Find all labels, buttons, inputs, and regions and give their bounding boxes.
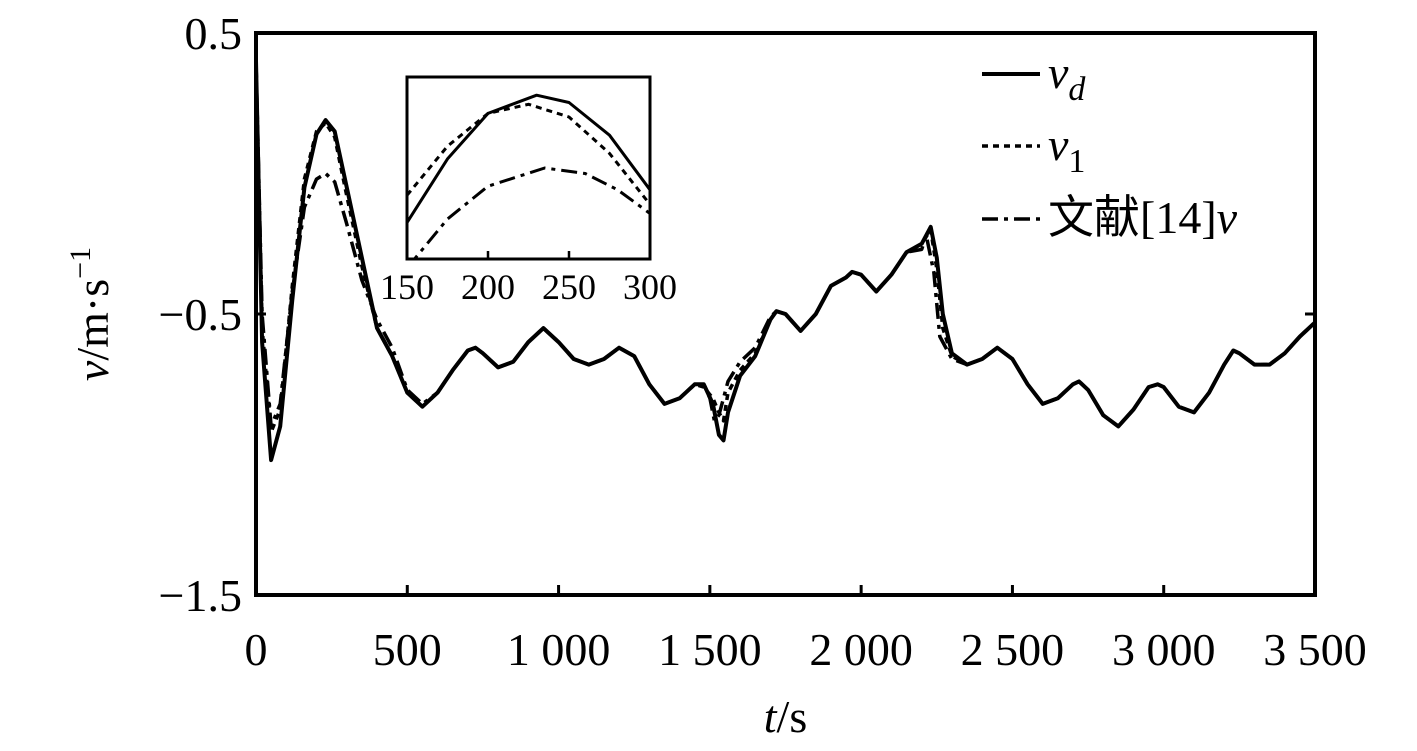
y-tick-label-2: −0.5 <box>159 289 242 340</box>
inset-series-line-1 <box>407 93 650 224</box>
legend-label-var: v <box>1048 47 1069 98</box>
y-axis-ticks: 0.5 −0.5 −1.5 <box>159 8 1315 621</box>
inset-x-tick-label-3: 250 <box>542 267 596 307</box>
y-axis-unit: /m·s <box>67 279 118 361</box>
x-axis-var: t <box>764 691 778 742</box>
x-axis-unit: /s <box>777 691 808 742</box>
inset-x-axis-ticks: 150 200 250 300 <box>380 251 677 307</box>
series-line-2 <box>254 61 1317 434</box>
series-layer <box>254 61 1317 463</box>
inset-background <box>407 77 650 259</box>
inset-x-tick-label-1: 150 <box>380 267 434 307</box>
x-axis-label: t/s <box>764 691 807 742</box>
zoom-inset: 150 200 250 300 <box>380 75 677 307</box>
legend-label-sub: 1 <box>1068 143 1085 180</box>
x-tick-label-8: 3 500 <box>1263 624 1367 675</box>
x-tick-label-3: 1 000 <box>507 624 611 675</box>
x-tick-label-4: 1 500 <box>658 624 762 675</box>
y-axis-label: v/m·s−1 <box>64 247 118 381</box>
legend-label-sub: d <box>1068 71 1086 108</box>
x-tick-label-7: 3 000 <box>1112 624 1216 675</box>
y-axis-var: v <box>67 360 118 381</box>
inset-frame <box>405 75 652 261</box>
x-tick-label-5: 2 000 <box>809 624 913 675</box>
inset-x-tick-label-2: 200 <box>461 267 515 307</box>
legend-label-1: vd <box>1048 47 1086 108</box>
inset-series-line-2 <box>407 102 650 206</box>
x-axis-ticks: 0 500 1 000 1 500 2 000 2 500 3 000 3 500 <box>245 585 1367 675</box>
legend-label-2: v1 <box>1048 119 1085 180</box>
inset-series-layer <box>407 93 650 259</box>
legend-label-3: 文献[14]v <box>1048 192 1238 243</box>
legend-label-var: v <box>1217 192 1238 243</box>
series-line-3 <box>254 61 1317 429</box>
legend-label-prefix: 文献[14] <box>1048 192 1217 243</box>
y-tick-label-3: −1.5 <box>159 570 242 621</box>
x-tick-label-2: 500 <box>373 624 442 675</box>
y-axis-unit-sup: −1 <box>64 247 97 279</box>
x-tick-label-1: 0 <box>245 624 268 675</box>
y-tick-label-1: 0.5 <box>185 8 243 59</box>
inset-x-tick-label-4: 300 <box>623 267 677 307</box>
inset-series-line-3 <box>412 166 650 259</box>
x-tick-label-6: 2 500 <box>961 624 1065 675</box>
legend-label-var: v <box>1048 119 1069 170</box>
